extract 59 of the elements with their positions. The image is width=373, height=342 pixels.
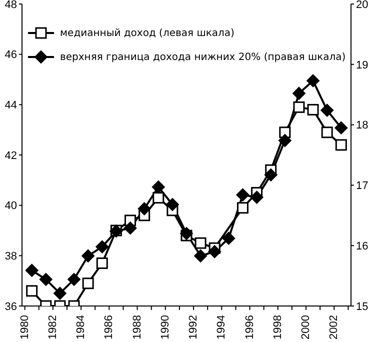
point bbox=[208, 245, 222, 258]
y2-tick-label: 17 bbox=[356, 180, 368, 192]
point bbox=[236, 188, 250, 202]
point bbox=[306, 74, 320, 88]
x-tick-label: 2000 bbox=[300, 315, 312, 340]
point bbox=[166, 198, 179, 212]
point bbox=[138, 202, 151, 216]
x-tick-label: 1992 bbox=[188, 315, 200, 340]
x-tick-label: 1994 bbox=[216, 315, 228, 340]
point bbox=[278, 134, 292, 148]
point bbox=[335, 139, 347, 151]
legend-label: верхняя граница дохода нижних 20% (правая шкала) bbox=[60, 52, 346, 62]
point bbox=[307, 104, 319, 116]
x-tick-label: 1980 bbox=[18, 315, 31, 340]
point bbox=[82, 249, 95, 262]
x-tick-label: 1998 bbox=[272, 315, 284, 340]
y2-tick-label: 19 bbox=[356, 59, 368, 72]
y-tick-label: 40 bbox=[4, 200, 17, 212]
x-tick-label: 2002 bbox=[328, 315, 340, 340]
point bbox=[194, 249, 208, 262]
point bbox=[321, 126, 333, 138]
x-tick-label: 1982 bbox=[46, 315, 59, 340]
point bbox=[236, 202, 248, 214]
point bbox=[180, 227, 193, 240]
y-tick-label: 46 bbox=[4, 49, 17, 62]
legend-label: медианный доход (левая шкала) bbox=[60, 28, 234, 38]
point bbox=[26, 285, 38, 297]
point bbox=[334, 121, 348, 134]
x-tick-label: 1990 bbox=[159, 315, 172, 340]
point bbox=[250, 190, 264, 204]
y2-tick-label: 15 bbox=[356, 300, 368, 313]
point bbox=[320, 104, 334, 117]
x-tick-label: 1984 bbox=[75, 315, 88, 340]
point bbox=[152, 180, 165, 194]
point bbox=[39, 272, 52, 286]
y-tick-label: 38 bbox=[4, 250, 17, 263]
point bbox=[194, 237, 206, 249]
point bbox=[82, 278, 94, 290]
point bbox=[25, 264, 38, 277]
point bbox=[53, 286, 66, 300]
x-tick-label: 1988 bbox=[131, 315, 144, 340]
y2-tick-label: 16 bbox=[356, 240, 368, 253]
y-tick-label: 36 bbox=[4, 300, 17, 313]
point bbox=[124, 222, 137, 235]
point bbox=[96, 257, 108, 269]
point bbox=[222, 232, 236, 245]
point bbox=[293, 101, 305, 113]
y2-tick-label: 18 bbox=[356, 120, 368, 132]
point bbox=[152, 192, 164, 204]
point bbox=[68, 272, 81, 286]
point bbox=[264, 168, 278, 182]
point bbox=[292, 86, 306, 100]
y-tick-label: 42 bbox=[4, 150, 17, 162]
y2-tick-label: 20 bbox=[356, 0, 368, 11]
point bbox=[96, 240, 109, 254]
x-tick-label: 1986 bbox=[103, 315, 116, 340]
y-tick-label: 44 bbox=[4, 100, 17, 112]
y-tick-label: 48 bbox=[4, 0, 17, 11]
x-tick-label: 1996 bbox=[244, 315, 256, 340]
